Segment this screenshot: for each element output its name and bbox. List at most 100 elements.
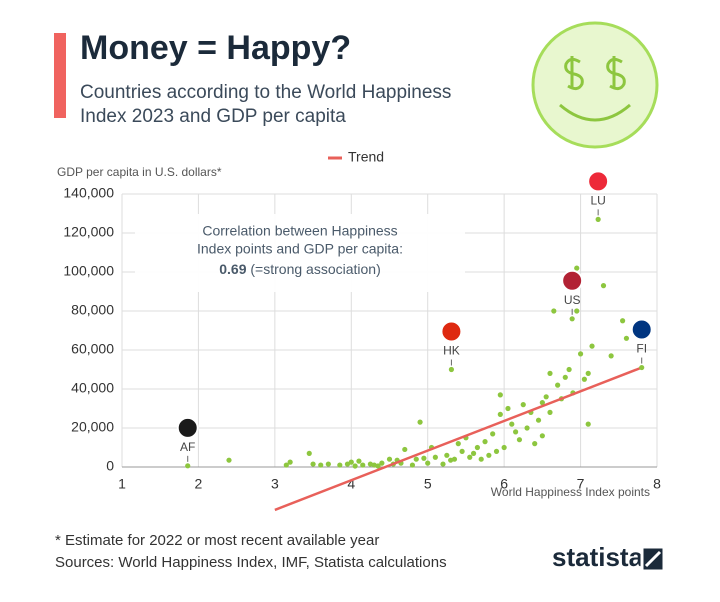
point [490,431,496,437]
point [509,421,515,427]
country-label: LU [590,194,605,208]
plot: 0 20,000 40,000 60,000 80,000 100,000 120,000 1… [63,149,661,512]
annotation-text: Correlation between Happiness [202,223,397,239]
annotation-text: Index points and GDP per capita: [197,241,403,257]
flag [440,320,463,343]
point [455,441,461,447]
point [440,461,446,467]
point [493,448,500,454]
point [409,462,416,468]
flag [176,416,199,439]
point [547,370,553,376]
x-tick-label: 7 [577,476,585,492]
point [520,402,526,408]
point [513,429,519,435]
y-tick-label: 0 [106,458,114,474]
point [352,463,358,469]
point [318,462,324,468]
y-tick-label: 120,000 [63,224,114,240]
country-label: US [564,293,581,307]
point [467,454,473,460]
correlation-note: (=strong association) [250,261,380,277]
point [226,457,232,463]
point [185,463,191,469]
point [535,417,542,423]
sources: Sources: World Happiness Index, IMF, Sta… [55,554,447,571]
smiley-icon [531,21,659,149]
point [623,335,630,341]
point [577,351,584,357]
x-tick-label: 6 [500,476,508,492]
brand-logo [640,545,666,573]
x-tick-label: 8 [653,476,661,492]
legend-label: Trend [348,149,384,165]
point [562,374,568,380]
point [620,318,626,324]
y-tick-label: 140,000 [63,185,114,201]
flag [630,318,653,341]
x-axis-title: World Happiness Index points [491,485,650,499]
annotation-text: 0.69 (=strong association) [219,261,380,277]
point [539,400,545,406]
point [310,461,316,467]
point [470,450,477,456]
point [417,419,423,425]
point [432,454,438,460]
point [356,458,362,464]
point [459,448,465,454]
point [402,446,408,453]
point [337,462,343,468]
point [360,462,366,468]
point [505,405,511,412]
point [608,353,614,359]
footnote: * Estimate for 2022 or most recent avail… [55,532,379,549]
x-tick-label: 1 [118,476,126,492]
point [524,425,530,431]
point [448,366,455,373]
x-tick-label: 3 [271,476,279,492]
subtitle: Countries according to the World Happine… [80,82,451,103]
trend-line [274,366,643,512]
point [589,343,595,349]
point [425,460,431,466]
point [375,463,381,469]
brand: statista [552,542,644,572]
y-axis-title: GDP per capita in U.S. dollars* [57,165,222,179]
y-tick-label: 80,000 [71,302,114,318]
y-tick-label: 40,000 [71,380,114,396]
point [574,265,580,271]
point [386,456,393,462]
point [287,459,293,465]
point [585,421,591,427]
title-accent [54,33,66,118]
point [501,444,507,451]
point [474,444,480,451]
point [478,456,484,462]
point [600,283,607,289]
point [325,461,331,467]
point [344,461,351,467]
point [555,382,561,388]
point [574,308,580,314]
point [421,455,427,461]
y-tick-label: 60,000 [71,341,114,357]
point [413,456,419,462]
flag [561,269,584,292]
point [497,411,503,417]
point [639,364,645,371]
annotation-box [135,214,465,292]
correlation-value: 0.69 [219,261,246,277]
point [595,216,601,222]
point [581,376,587,382]
country-label: FI [636,342,647,356]
point [379,460,385,466]
point [585,370,591,376]
point [451,456,458,462]
point [283,462,289,468]
point [569,316,575,322]
point [539,433,545,439]
flag [587,170,610,193]
subtitle: Index 2023 and GDP per capita [80,106,346,127]
point [547,409,553,415]
